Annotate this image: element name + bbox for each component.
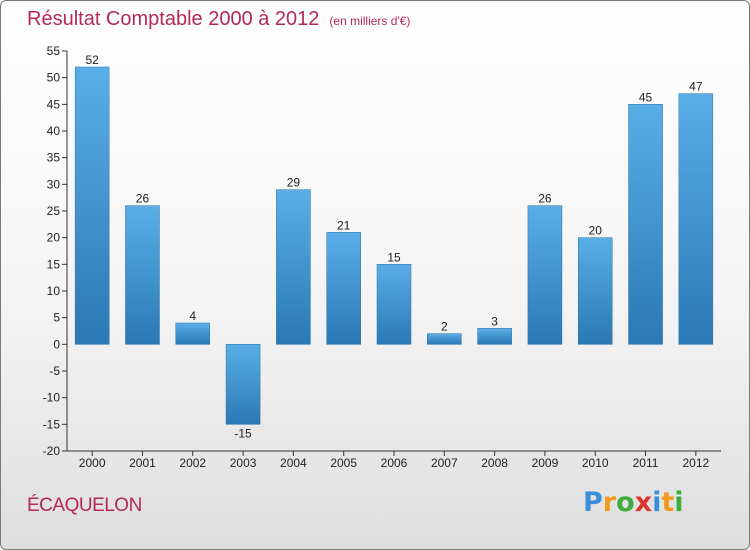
data-label-2009: 26	[538, 192, 552, 206]
y-tick-label: 50	[47, 71, 61, 85]
y-tick-label: 55	[47, 44, 61, 58]
logo-letter: r	[602, 487, 617, 518]
title-text: Résultat Comptable 2000 à 2012	[27, 8, 320, 30]
logo-letter: i	[652, 487, 662, 518]
x-tick-label: 2009	[532, 456, 559, 470]
data-label-2007: 2	[441, 320, 448, 334]
x-tick-label: 2004	[280, 456, 307, 470]
x-tick-label: 2000	[79, 456, 106, 470]
data-label-2006: 15	[387, 250, 401, 264]
logo-letter: P	[583, 487, 603, 518]
data-label-2005: 21	[337, 218, 351, 232]
data-label-2003: -15	[234, 426, 252, 440]
data-label-2012: 47	[689, 80, 703, 94]
y-tick-label: 15	[47, 257, 61, 271]
proxiti-logo: Proxiti	[583, 487, 684, 518]
bar-2006	[376, 264, 412, 345]
x-tick-label: 2007	[431, 456, 458, 470]
y-tick-label: -5	[49, 364, 60, 378]
bar-2002	[175, 322, 211, 345]
bar-2007	[427, 333, 462, 345]
bar-2005	[326, 232, 361, 345]
location-label: ÉCAQUELON	[27, 495, 142, 516]
logo-letter: o	[616, 487, 635, 518]
y-tick-label: 10	[47, 284, 61, 298]
bar-2004	[276, 189, 311, 345]
data-label-2000: 52	[85, 53, 99, 67]
y-tick-label: 5	[53, 311, 60, 325]
y-tick-label: 0	[53, 337, 60, 351]
x-tick-label: 2003	[230, 456, 257, 470]
data-label-2011: 45	[639, 90, 653, 104]
bar-2001	[125, 205, 160, 345]
logo-letter: x	[634, 487, 653, 518]
y-tick-label: -20	[43, 444, 61, 458]
x-tick-label: 2011	[633, 456, 659, 470]
x-tick-label: 2001	[129, 456, 156, 470]
bar-2008	[477, 328, 512, 345]
x-tick-label: 2006	[381, 456, 408, 470]
bar-2009	[527, 205, 563, 345]
y-tick-label: 30	[47, 177, 61, 191]
chart-subtitle: (en milliers d'€)	[329, 14, 411, 28]
x-tick-label: 2008	[481, 456, 508, 470]
y-tick-label: 25	[47, 204, 61, 218]
data-label-2004: 29	[287, 176, 301, 190]
x-tick-label: 2010	[582, 456, 609, 470]
bar-2010	[577, 237, 613, 345]
bar-2000	[74, 66, 110, 345]
y-tick-label: -10	[43, 391, 61, 405]
bar-2012	[678, 93, 714, 345]
logo-letter: t	[661, 487, 675, 518]
x-tick-label: 2005	[330, 456, 357, 470]
y-tick-label: 45	[47, 97, 61, 111]
y-tick-label: 40	[47, 124, 61, 138]
bar-2003	[225, 344, 261, 425]
data-label-2008: 3	[491, 314, 498, 328]
bar-2011	[628, 104, 663, 345]
y-tick-label: -15	[43, 417, 61, 431]
x-tick-label: 2002	[179, 456, 206, 470]
chart-title: Résultat Comptable 2000 à 2012 (en millie…	[27, 8, 410, 31]
logo-letter: i	[674, 487, 684, 518]
y-tick-label: 20	[47, 231, 61, 245]
x-tick-label: 2012	[682, 456, 709, 470]
y-tick-label: 35	[47, 151, 61, 165]
data-label-2010: 20	[589, 224, 603, 238]
data-label-2001: 26	[136, 192, 150, 206]
data-label-2002: 4	[189, 309, 196, 323]
